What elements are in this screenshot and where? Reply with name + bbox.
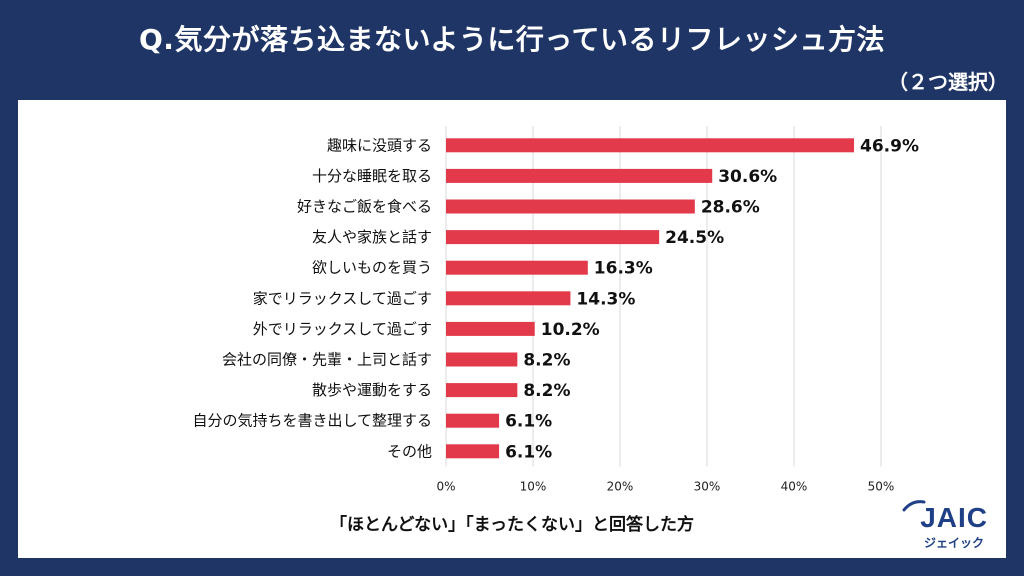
- bar: [446, 199, 695, 214]
- x-tick-label: 10%: [520, 480, 547, 494]
- page-subtitle: （２つ選択）: [888, 70, 1008, 94]
- value-label: 30.6%: [718, 167, 777, 187]
- value-label: 16.3%: [594, 259, 653, 279]
- chart-panel: 0% 10% 20% 30% 40% 50% 趣味に没頭する 46.9% 十分な睡眠を取る 30.…: [18, 100, 1006, 558]
- x-tick-label: 40%: [781, 480, 808, 494]
- value-label: 10.2%: [541, 320, 600, 340]
- category-label: 自分の気持ちを書き出して整理する: [192, 412, 432, 430]
- category-label: 好きなご飯を食べる: [297, 198, 432, 216]
- logo-swoosh-icon: [902, 500, 926, 512]
- value-label: 6.1%: [505, 442, 552, 462]
- x-tick-label: 20%: [607, 480, 634, 494]
- category-label: 家でリラックスして過ごす: [253, 289, 432, 307]
- bar: [446, 321, 535, 336]
- bar: [446, 230, 660, 245]
- category-label: 友人や家族と話す: [312, 228, 432, 246]
- logo-subtext: ジェイック: [923, 536, 984, 550]
- value-label: 46.9%: [860, 136, 919, 156]
- category-label: 散歩や運動をする: [312, 381, 432, 399]
- bar: [446, 260, 588, 275]
- value-label: 14.3%: [576, 289, 635, 309]
- category-label: 趣味に没頭する: [327, 136, 432, 154]
- bar: [446, 168, 713, 183]
- value-label: 28.6%: [701, 198, 760, 218]
- x-tick-label: 50%: [868, 480, 895, 494]
- page-title: Q.気分が落ち込まないように行っているリフレッシュ方法: [139, 23, 885, 56]
- bar: [446, 138, 855, 153]
- respondent-note: 「ほとんどない」「まったくない」と回答した方: [330, 515, 694, 535]
- bar: [446, 291, 571, 306]
- category-label: 外でリラックスして過ごす: [253, 320, 432, 338]
- bar-chart: 0% 10% 20% 30% 40% 50% 趣味に没頭する 46.9% 十分な睡眠を取る 30.…: [192, 126, 919, 494]
- category-label: 会社の同僚・先輩・上司と話す: [222, 351, 432, 369]
- logo-text: JAIC: [920, 502, 988, 533]
- category-label: 十分な睡眠を取る: [312, 167, 432, 185]
- category-label: その他: [387, 442, 432, 460]
- company-logo: JAIC ジェイック: [902, 500, 988, 552]
- bar: [446, 444, 500, 459]
- value-label: 6.1%: [505, 412, 552, 432]
- bar: [446, 352, 518, 367]
- x-tick-label: 0%: [436, 480, 455, 494]
- value-label: 24.5%: [665, 228, 724, 248]
- value-label: 8.2%: [523, 351, 570, 371]
- x-tick-label: 30%: [694, 480, 721, 494]
- value-label: 8.2%: [523, 381, 570, 401]
- bar: [446, 383, 518, 398]
- bar: [446, 413, 500, 428]
- category-label: 欲しいものを買う: [312, 259, 432, 277]
